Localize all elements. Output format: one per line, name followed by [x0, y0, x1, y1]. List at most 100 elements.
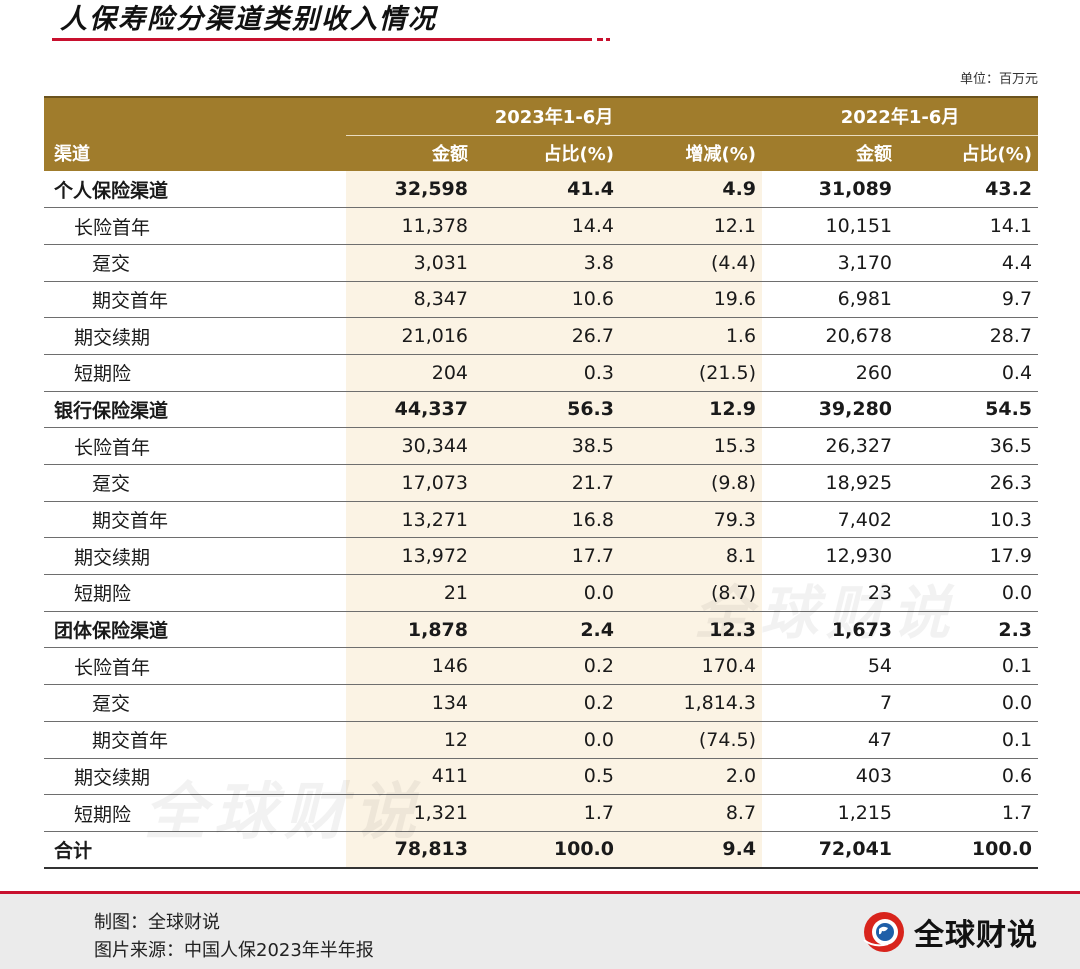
header-channel: 渠道 [44, 135, 346, 171]
cell-amount-2023: 78,813 [346, 831, 474, 870]
cell-change: 2.0 [620, 758, 763, 796]
header-change: 增减(%) [620, 135, 763, 171]
table-row: 短期险 21 0.0 (8.7) 23 0.0 [44, 574, 1039, 612]
table-row: 趸交 134 0.2 1,814.3 7 0.0 [44, 684, 1039, 722]
cell-amount-2022: 39,280 [762, 391, 899, 429]
cell-share-2023: 0.2 [474, 647, 620, 686]
cell-amount-2022: 1,215 [762, 794, 899, 832]
cell-share-2023: 38.5 [474, 427, 620, 465]
cell-change: 19.6 [620, 281, 763, 319]
revenue-table: 2023年1-6月 2022年1-6月 渠道 金额 占比(%) 增减(%) 金额… [44, 96, 1039, 870]
cell-share-2022: 54.5 [898, 391, 1039, 429]
cell-share-2023: 0.5 [474, 758, 620, 796]
cell-change: (21.5) [620, 354, 763, 392]
cell-row-label: 团体保险渠道 [44, 611, 346, 649]
title-underline-dot [606, 38, 610, 41]
footer-source: 图片来源：中国人保2023年半年报 [94, 940, 374, 961]
cell-amount-2022: 26,327 [762, 427, 899, 465]
table-row: 长险首年 146 0.2 170.4 54 0.1 [44, 647, 1039, 686]
revenue-table-container: 2023年1-6月 2022年1-6月 渠道 金额 占比(%) 增减(%) 金额… [44, 96, 1039, 870]
cell-amount-2022: 72,041 [762, 831, 899, 870]
cell-row-label: 长险首年 [44, 207, 346, 245]
cell-share-2022: 43.2 [898, 171, 1039, 209]
cell-change: 12.3 [620, 611, 763, 649]
cell-row-label: 长险首年 [44, 647, 346, 686]
cell-amount-2023: 1,878 [346, 611, 474, 649]
cell-amount-2023: 146 [346, 647, 474, 686]
cell-share-2022: 100.0 [898, 831, 1039, 870]
cell-change: 12.1 [620, 207, 763, 245]
cell-row-label: 期交首年 [44, 501, 346, 539]
cell-amount-2023: 1,321 [346, 794, 474, 832]
cell-row-label: 期交首年 [44, 281, 346, 319]
cell-row-label: 长险首年 [44, 427, 346, 465]
cell-share-2022: 28.7 [898, 317, 1039, 355]
cell-share-2022: 14.1 [898, 207, 1039, 245]
cell-amount-2023: 8,347 [346, 281, 474, 319]
cell-row-label: 趸交 [44, 244, 346, 282]
watermark-left: 全球财说 [144, 775, 425, 848]
cell-change: 4.9 [620, 171, 763, 209]
title-underline-dash [597, 38, 603, 41]
cell-row-label: 期交首年 [44, 721, 346, 759]
cell-share-2023: 0.2 [474, 684, 620, 722]
cell-share-2022: 2.3 [898, 611, 1039, 649]
brand-globe-icon [863, 912, 904, 952]
cell-row-label: 短期险 [44, 574, 346, 612]
cell-share-2022: 0.0 [898, 574, 1039, 612]
cell-change: 12.9 [620, 391, 763, 429]
cell-change: 1,814.3 [620, 684, 763, 722]
footer-divider [0, 891, 1080, 894]
cell-share-2022: 10.3 [898, 501, 1039, 539]
cell-share-2023: 0.3 [474, 354, 620, 392]
cell-share-2023: 0.0 [474, 574, 620, 612]
footer-credit: 制图：全球财说 [94, 912, 220, 933]
table-row: 长险首年 11,378 14.4 12.1 10,151 14.1 [44, 207, 1039, 245]
cell-amount-2023: 11,378 [346, 207, 474, 245]
header-amount-2023: 金额 [346, 135, 474, 171]
cell-row-label: 期交续期 [44, 317, 346, 355]
cell-share-2023: 21.7 [474, 464, 620, 502]
cell-amount-2023: 204 [346, 354, 474, 392]
cell-amount-2022: 18,925 [762, 464, 899, 502]
cell-amount-2023: 12 [346, 721, 474, 759]
cell-share-2023: 26.7 [474, 317, 620, 355]
cell-share-2023: 14.4 [474, 207, 620, 245]
cell-share-2023: 17.7 [474, 537, 620, 576]
table-row: 期交首年 13,271 16.8 79.3 7,402 10.3 [44, 501, 1039, 539]
cell-row-label: 短期险 [44, 794, 346, 832]
cell-change: (4.4) [620, 244, 763, 282]
cell-amount-2023: 17,073 [346, 464, 474, 502]
header-blank [44, 96, 346, 135]
cell-amount-2022: 10,151 [762, 207, 899, 245]
cell-amount-2023: 21 [346, 574, 474, 612]
cell-share-2023: 16.8 [474, 501, 620, 539]
table-row: 银行保险渠道 44,337 56.3 12.9 39,280 54.5 [44, 391, 1039, 429]
cell-change: 8.1 [620, 537, 763, 576]
table-row: 期交首年 12 0.0 (74.5) 47 0.1 [44, 721, 1039, 759]
cell-row-label: 短期险 [44, 354, 346, 392]
cell-row-label: 趸交 [44, 684, 346, 722]
cell-amount-2023: 30,344 [346, 427, 474, 465]
cell-share-2022: 36.5 [898, 427, 1039, 465]
cell-amount-2022: 3,170 [762, 244, 899, 282]
table-row: 趸交 17,073 21.7 (9.8) 18,925 26.3 [44, 464, 1039, 502]
cell-share-2023: 56.3 [474, 391, 620, 429]
cell-change: (74.5) [620, 721, 763, 759]
cell-amount-2023: 21,016 [346, 317, 474, 355]
cell-share-2022: 0.1 [898, 721, 1039, 759]
page-title: 人保寿险分渠道类别收入情况 [60, 4, 437, 35]
cell-amount-2023: 44,337 [346, 391, 474, 429]
table-row: 期交续期 21,016 26.7 1.6 20,678 28.7 [44, 317, 1039, 355]
table-row: 个人保险渠道 32,598 41.4 4.9 31,089 43.2 [44, 171, 1039, 209]
cell-change: (8.7) [620, 574, 763, 612]
cell-share-2023: 41.4 [474, 171, 620, 209]
header-group-2022: 2022年1-6月 [762, 96, 1039, 136]
cell-change: 170.4 [620, 647, 763, 686]
cell-share-2023: 2.4 [474, 611, 620, 649]
table-row: 短期险 204 0.3 (21.5) 260 0.4 [44, 354, 1039, 392]
header-group-2023: 2023年1-6月 [346, 96, 763, 136]
table-row: 期交续期 411 0.5 2.0 403 0.6 [44, 758, 1039, 796]
header-amount-2022: 金额 [762, 135, 899, 171]
cell-amount-2023: 13,972 [346, 537, 474, 576]
